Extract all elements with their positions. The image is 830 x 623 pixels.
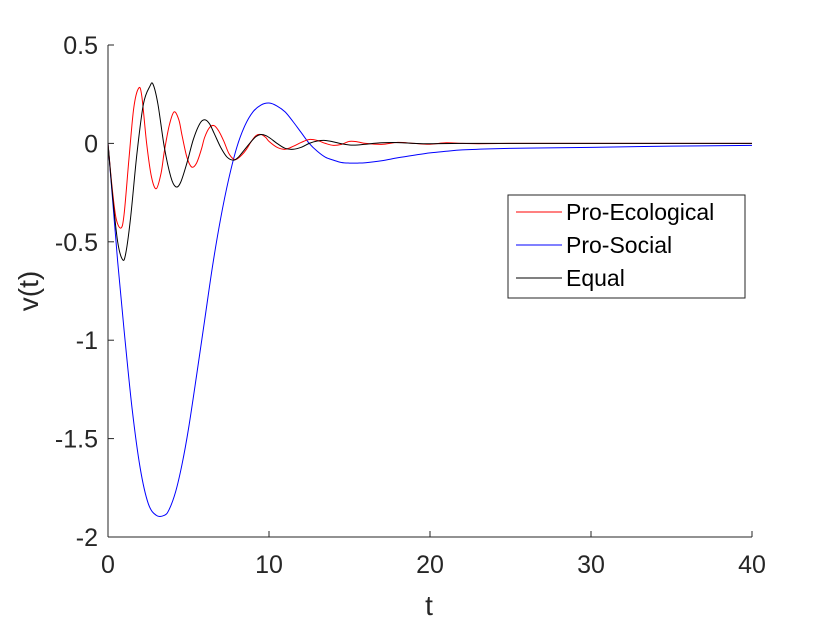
x-tick-label: 10 xyxy=(255,551,283,579)
x-tick-label: 0 xyxy=(101,551,115,579)
legend: Pro-Ecological Pro-Social Equal xyxy=(507,194,746,299)
ticks: 0 10 20 30 40 0.5 0 -0.5 -1 -1.5 -2 xyxy=(55,32,766,579)
y-tick-label: 0 xyxy=(84,130,98,158)
y-tick-label: -2 xyxy=(76,524,98,552)
x-tick-label: 20 xyxy=(416,551,444,579)
legend-label-equal: Equal xyxy=(566,265,625,291)
y-tick-label: 0.5 xyxy=(63,32,98,60)
legend-label-pro-ecological: Pro-Ecological xyxy=(566,199,714,225)
series-layer xyxy=(107,82,753,517)
y-tick-label: -1.5 xyxy=(55,426,98,454)
x-tick-label: 30 xyxy=(577,551,605,579)
legend-label-pro-social: Pro-Social xyxy=(566,232,672,258)
y-tick-label: -1 xyxy=(76,327,98,355)
x-axis-label: t xyxy=(425,590,433,621)
y-axis-label: v(t) xyxy=(13,271,44,311)
x-tick-label: 40 xyxy=(738,551,766,579)
series-line-equal xyxy=(107,82,752,261)
y-tick-label: -0.5 xyxy=(55,229,98,257)
series-line-pro-social xyxy=(107,102,753,517)
